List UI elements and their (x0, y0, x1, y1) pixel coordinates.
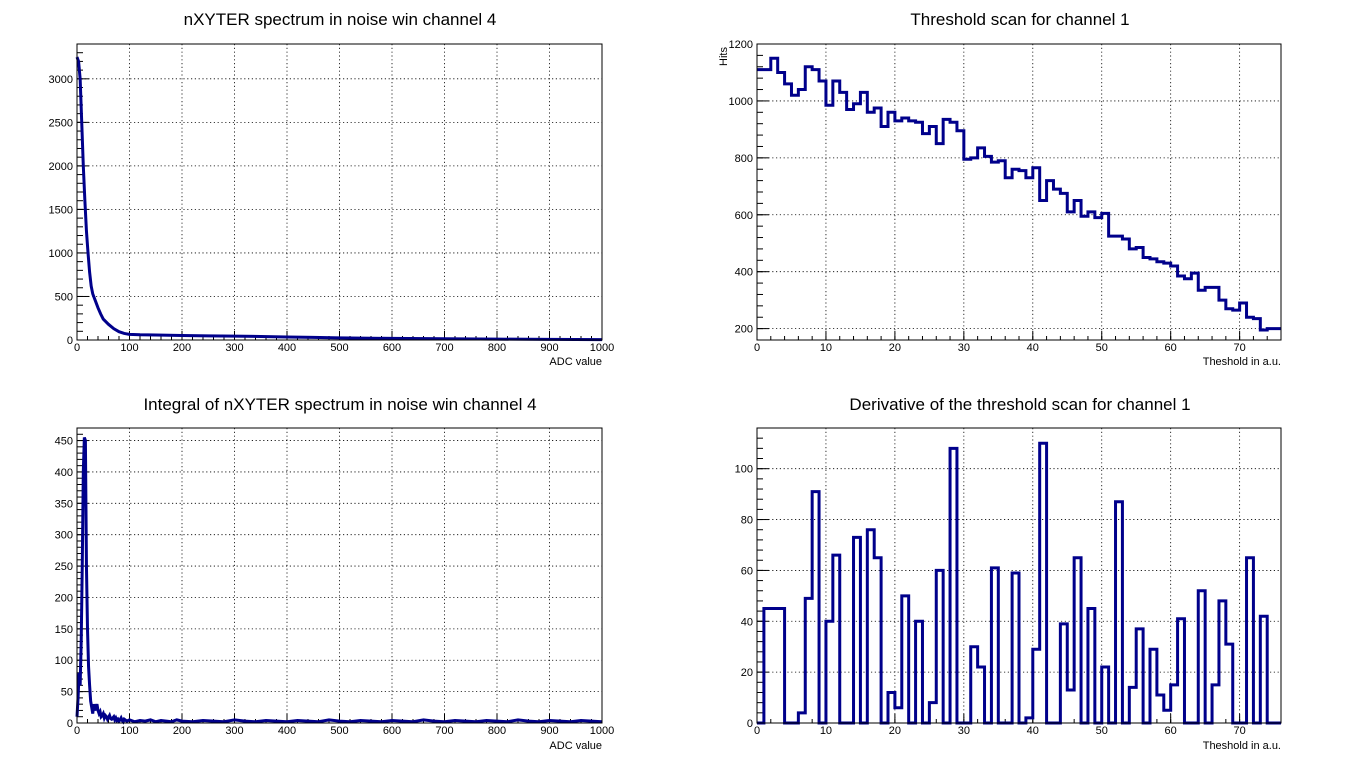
x-tick-label: 70 (1234, 342, 1246, 354)
x-tick-label: 400 (278, 725, 296, 737)
x-tick-label: 20 (889, 725, 901, 737)
x-tick-label: 400 (278, 342, 296, 354)
x-tick-label: 700 (435, 342, 453, 354)
x-axis-label: Theshold in a.u. (1203, 740, 1281, 752)
x-tick-label: 0 (754, 725, 760, 737)
y-tick-label: 1000 (729, 96, 753, 108)
x-tick-label: 300 (225, 725, 243, 737)
y-tick-label: 100 (735, 464, 753, 476)
x-tick-label: 100 (120, 725, 138, 737)
x-tick-label: 800 (488, 725, 506, 737)
data-series-line (75, 56, 603, 342)
x-tick-label: 0 (74, 725, 80, 737)
y-tick-label: 0 (747, 718, 753, 730)
panel-spectrum: nXYTER spectrum in noise win channel 4 A… (49, 10, 615, 368)
x-tick-label: 1000 (590, 342, 614, 354)
y-tick-label: 1200 (729, 39, 753, 51)
x-tick-label: 10 (820, 725, 832, 737)
y-tick-label: 0 (67, 335, 73, 347)
x-tick-label: 30 (958, 342, 970, 354)
x-tick-label: 300 (225, 342, 243, 354)
x-tick-label: 40 (1027, 725, 1039, 737)
x-tick-label: 200 (173, 725, 191, 737)
y-tick-label: 200 (55, 592, 73, 604)
plot-frame (76, 43, 603, 341)
x-tick-label: 500 (330, 725, 348, 737)
y-tick-label: 200 (735, 324, 753, 336)
x-tick-label: 700 (435, 725, 453, 737)
y-tick-label: 0 (67, 718, 73, 730)
x-tick-label: 600 (383, 342, 401, 354)
plot-frame (756, 43, 1282, 341)
y-tick-label: 250 (55, 561, 73, 573)
data-series-line (75, 436, 603, 725)
y-axis-label: Hits (718, 47, 730, 66)
chart-title: Derivative of the threshold scan for cha… (849, 395, 1190, 414)
x-tick-label: 0 (74, 342, 80, 354)
y-tick-label: 2000 (49, 161, 73, 173)
y-tick-label: 50 (61, 687, 73, 699)
x-tick-label: 900 (540, 725, 558, 737)
x-tick-label: 70 (1234, 725, 1246, 737)
x-axis-label: ADC value (549, 740, 602, 752)
x-tick-label: 30 (958, 725, 970, 737)
y-tick-label: 40 (741, 616, 753, 628)
y-tick-label: 20 (741, 667, 753, 679)
y-tick-label: 1500 (49, 204, 73, 216)
data-series-line (757, 56, 1281, 332)
x-tick-label: 1000 (590, 725, 614, 737)
x-tick-label: 50 (1096, 342, 1108, 354)
x-axis-label: Theshold in a.u. (1203, 356, 1281, 368)
x-axis-label: ADC value (549, 356, 602, 368)
data-series-line (757, 441, 1281, 725)
chart-title: Threshold scan for channel 1 (910, 10, 1129, 29)
chart-title: Integral of nXYTER spectrum in noise win… (143, 395, 536, 414)
chart-title: nXYTER spectrum in noise win channel 4 (184, 10, 497, 29)
x-tick-label: 20 (889, 342, 901, 354)
x-tick-label: 800 (488, 342, 506, 354)
x-tick-label: 60 (1165, 725, 1177, 737)
x-tick-label: 600 (383, 725, 401, 737)
x-tick-label: 50 (1096, 725, 1108, 737)
x-tick-label: 100 (120, 342, 138, 354)
y-tick-label: 80 (741, 515, 753, 527)
y-tick-label: 600 (735, 210, 753, 222)
x-tick-label: 900 (540, 342, 558, 354)
x-tick-label: 60 (1165, 342, 1177, 354)
y-tick-label: 60 (741, 565, 753, 577)
y-tick-label: 1000 (49, 248, 73, 260)
x-tick-label: 40 (1027, 342, 1039, 354)
y-tick-label: 2500 (49, 117, 73, 129)
plot-frame (756, 427, 1282, 724)
y-tick-label: 300 (55, 530, 73, 542)
x-tick-label: 500 (330, 342, 348, 354)
y-tick-label: 100 (55, 655, 73, 667)
y-tick-label: 800 (735, 153, 753, 165)
y-tick-label: 450 (55, 436, 73, 448)
y-tick-label: 400 (55, 467, 73, 479)
y-tick-label: 400 (735, 267, 753, 279)
x-tick-label: 0 (754, 342, 760, 354)
y-tick-label: 150 (55, 624, 73, 636)
plot-frame (76, 427, 603, 724)
panel-derivative: Derivative of the threshold scan for cha… (735, 395, 1282, 752)
y-tick-label: 350 (55, 498, 73, 510)
x-tick-label: 200 (173, 342, 191, 354)
y-tick-label: 500 (55, 291, 73, 303)
x-tick-label: 10 (820, 342, 832, 354)
panel-integral: Integral of nXYTER spectrum in noise win… (55, 395, 615, 752)
panel-threshold-scan: Threshold scan for channel 1 Theshold in… (718, 10, 1282, 368)
y-tick-label: 3000 (49, 74, 73, 86)
